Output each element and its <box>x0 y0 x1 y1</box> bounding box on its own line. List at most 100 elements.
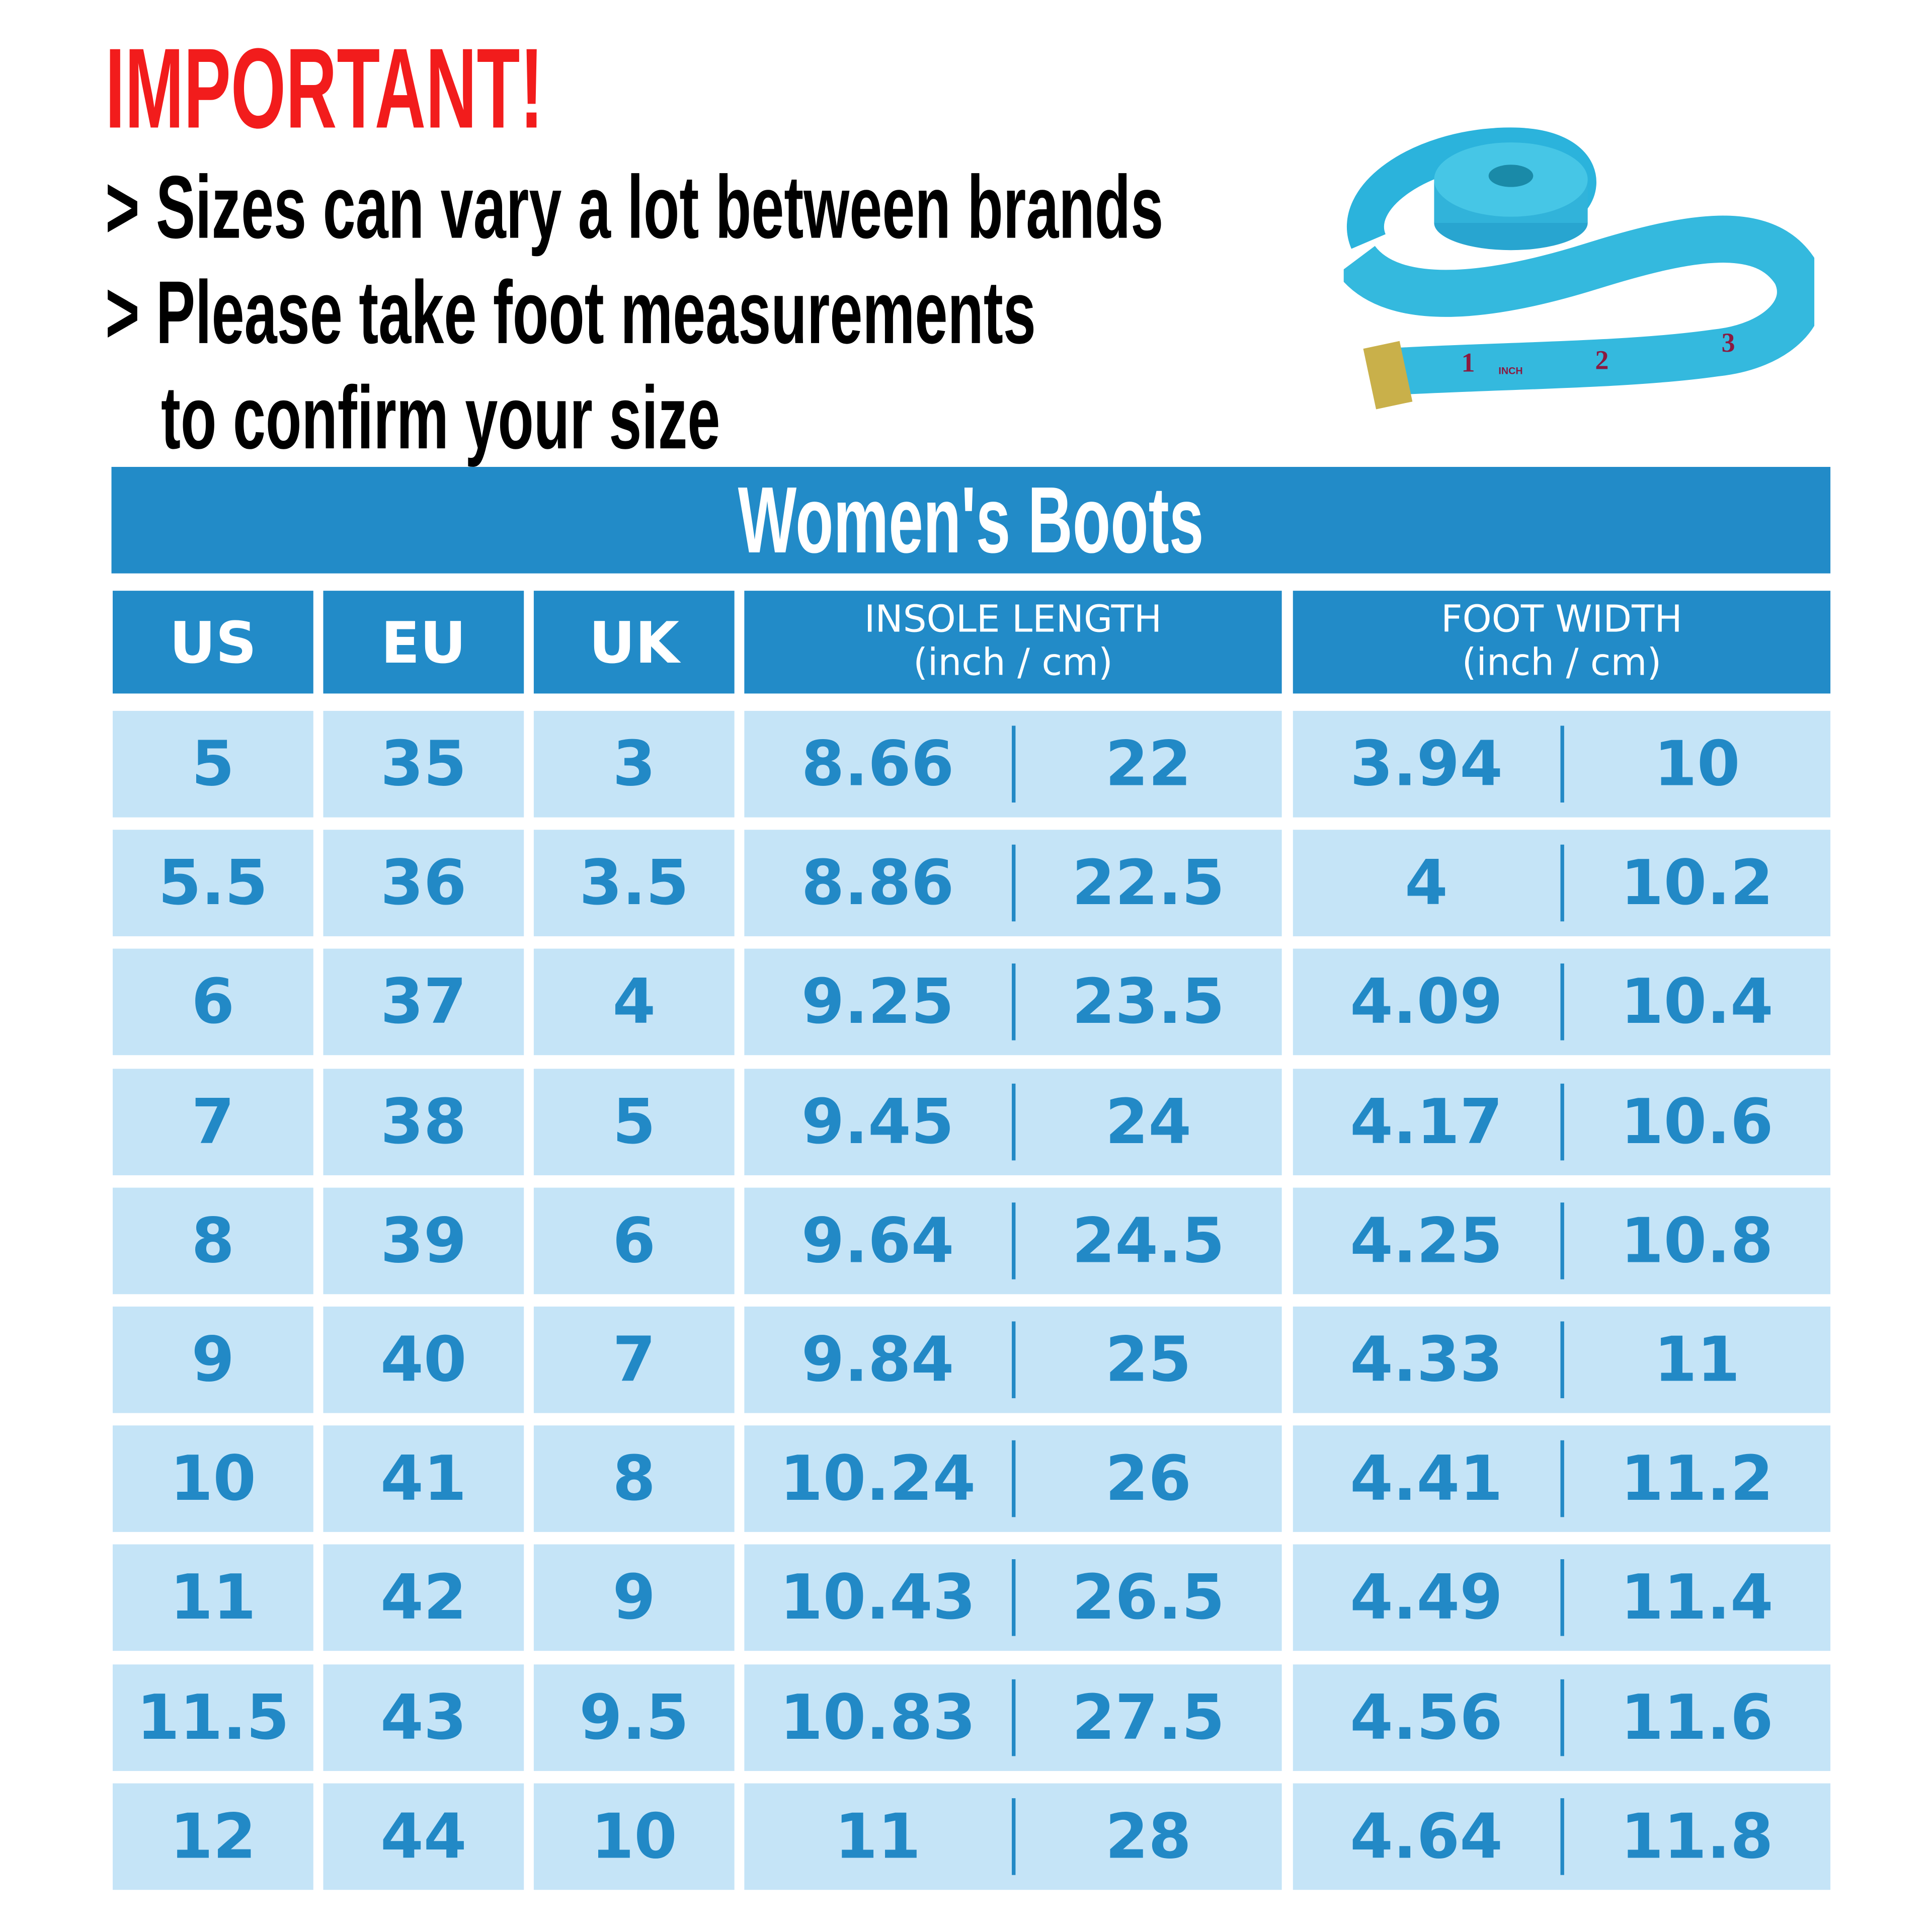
cell-divider <box>1560 1321 1564 1399</box>
cell-value: 43 <box>380 1681 467 1753</box>
cell-value-cm: 11 <box>1654 1324 1740 1396</box>
cell-divider <box>1560 1083 1564 1160</box>
note-measure: > Please take foot measurements <box>105 264 1036 363</box>
cell-value: 6 <box>191 966 235 1038</box>
cell-value: 42 <box>380 1562 467 1634</box>
table-cell: 9 <box>112 1306 313 1413</box>
table-cell: 7 <box>533 1306 735 1413</box>
cell-value-cm: 10.8 <box>1621 1204 1774 1277</box>
cell-value-cm: 24 <box>1105 1085 1192 1158</box>
cell-value-cm: 24.5 <box>1072 1204 1225 1277</box>
table-cell: 10 <box>112 1425 313 1533</box>
table-cell: 11 <box>112 1545 313 1652</box>
cell-value-inch: 4.64 <box>1350 1800 1503 1873</box>
table-cell-pair: 4.56 11.6 <box>1293 1664 1831 1770</box>
note-brands: > Sizes can vary a lot between brands <box>105 158 1164 258</box>
cell-divider <box>1011 726 1015 803</box>
cell-value: 6 <box>612 1204 656 1277</box>
table-cell: 8 <box>533 1425 735 1533</box>
cell-value-inch: 9.84 <box>801 1324 954 1396</box>
cell-value-cm: 10.6 <box>1621 1085 1774 1158</box>
table-cell-pair: 4.09 10.4 <box>1293 949 1831 1056</box>
column-header: INSOLE LENGTH (inch / cm) <box>744 591 1282 694</box>
cell-value-cm: 10.2 <box>1621 847 1774 919</box>
cell-divider <box>1011 1083 1015 1160</box>
table-cell-pair: 3.94 10 <box>1293 710 1831 818</box>
cell-value: 12 <box>170 1800 257 1873</box>
cell-value: 11 <box>170 1562 257 1634</box>
cell-value: 38 <box>380 1085 467 1158</box>
cell-value-inch: 4.09 <box>1350 966 1503 1038</box>
cell-divider <box>1011 1678 1015 1756</box>
cell-divider <box>1560 1798 1564 1875</box>
cell-value-cm: 27.5 <box>1072 1681 1225 1753</box>
cell-value: 10 <box>591 1800 677 1873</box>
cell-value-inch: 9.25 <box>801 966 954 1038</box>
column-header: UK <box>533 591 735 694</box>
cell-value-cm: 26.5 <box>1072 1562 1225 1634</box>
cell-value: 37 <box>380 966 467 1038</box>
cell-value: 10 <box>170 1443 257 1515</box>
table-cell: 10 <box>533 1783 735 1890</box>
table-cell: 11.5 <box>112 1664 313 1770</box>
table-cell: 39 <box>323 1187 524 1294</box>
cell-value: 5 <box>191 728 235 800</box>
cell-value-inch: 3.94 <box>1350 728 1503 800</box>
table-cell-pair: 4.25 10.8 <box>1293 1187 1831 1294</box>
table-cell: 43 <box>323 1664 524 1770</box>
column-header: US <box>112 591 313 694</box>
cell-value-inch: 4.56 <box>1350 1681 1503 1753</box>
cell-value-cm: 11.8 <box>1621 1800 1774 1873</box>
table-cell-pair: 10.24 26 <box>744 1425 1282 1533</box>
column-header-unit: (inch / cm) <box>1462 640 1662 684</box>
cell-value-cm: 25 <box>1105 1324 1192 1396</box>
cell-value-inch: 11 <box>834 1800 921 1873</box>
cell-value-inch: 10.83 <box>779 1681 976 1753</box>
column-header-label: FOOT WIDTH <box>1441 598 1682 642</box>
table-cell: 9.5 <box>533 1664 735 1770</box>
table-cell: 6 <box>533 1187 735 1294</box>
table-cell-pair: 4.49 11.4 <box>1293 1545 1831 1652</box>
column-header-label: INSOLE LENGTH <box>864 598 1162 642</box>
cell-divider <box>1011 1202 1015 1279</box>
table-cell: 7 <box>112 1068 313 1175</box>
table-cell-pair: 4.41 11.2 <box>1293 1425 1831 1533</box>
cell-value: 7 <box>612 1324 656 1396</box>
cell-value-cm: 10.4 <box>1621 966 1774 1038</box>
cell-value-cm: 22 <box>1105 728 1192 800</box>
column-header: FOOT WIDTH (inch / cm) <box>1293 591 1831 694</box>
table-cell: 40 <box>323 1306 524 1413</box>
cell-value-inch: 9.64 <box>801 1204 954 1277</box>
column-header: EU <box>323 591 524 694</box>
cell-value-inch: 4 <box>1405 847 1448 919</box>
cell-value-cm: 11.2 <box>1621 1443 1774 1515</box>
cell-value: 36 <box>380 847 467 919</box>
cell-value-inch: 4.41 <box>1350 1443 1503 1515</box>
cell-value: 11.5 <box>136 1681 290 1753</box>
cell-divider <box>1011 1559 1015 1637</box>
cell-value-inch: 10.24 <box>779 1443 976 1515</box>
column-header-label: EU <box>381 608 466 676</box>
cell-value: 3.5 <box>579 847 689 919</box>
table-cell: 41 <box>323 1425 524 1533</box>
cell-value: 3 <box>612 728 656 800</box>
table-cell: 3.5 <box>533 830 735 937</box>
table-cell-pair: 4.64 11.8 <box>1293 1783 1831 1890</box>
table-cell: 3 <box>533 710 735 818</box>
cell-value-cm: 28 <box>1105 1800 1192 1873</box>
cell-value-inch: 10.43 <box>779 1562 976 1634</box>
column-header-label: UK <box>589 608 680 676</box>
cell-value: 44 <box>380 1800 467 1873</box>
cell-value: 39 <box>380 1204 467 1277</box>
table-cell-pair: 10.83 27.5 <box>744 1664 1282 1770</box>
column-header-label: US <box>169 608 257 676</box>
table-cell: 37 <box>323 949 524 1056</box>
table-cell-pair: 9.64 24.5 <box>744 1187 1282 1294</box>
cell-value-inch: 4.33 <box>1350 1324 1503 1396</box>
table-cell: 8 <box>112 1187 313 1294</box>
cell-value: 7 <box>191 1085 235 1158</box>
table-cell: 9 <box>533 1545 735 1652</box>
table-cell-pair: 8.86 22.5 <box>744 830 1282 937</box>
table-title: Women's Boots <box>738 467 1204 573</box>
